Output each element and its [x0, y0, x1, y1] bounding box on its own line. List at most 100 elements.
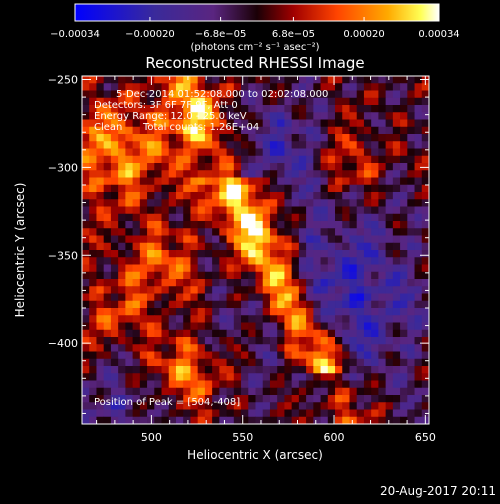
- heatmap-cell: [371, 105, 379, 113]
- heatmap-cell: [168, 250, 177, 258]
- heatmap-cell: [378, 221, 387, 229]
- heatmap-cell: [269, 337, 278, 345]
- heatmap-cell: [154, 373, 162, 381]
- heatmap-cell: [89, 387, 97, 396]
- heatmap-cell: [118, 206, 126, 215]
- heatmap-cell: [139, 409, 148, 418]
- heatmap-cell: [147, 322, 155, 331]
- heatmap-cell: [118, 192, 126, 200]
- heatmap-cell: [212, 134, 220, 142]
- heatmap-cell: [277, 134, 285, 142]
- heatmap-cell: [291, 293, 300, 302]
- footer-timestamp: 20-Aug-2017 20:11: [380, 484, 496, 498]
- heatmap-cell: [161, 134, 170, 142]
- heatmap-cell: [248, 409, 256, 418]
- heatmap-cell: [327, 148, 336, 157]
- heatmap-cell: [421, 119, 429, 128]
- heatmap-cell: [161, 170, 170, 178]
- heatmap-cell: [89, 242, 97, 251]
- heatmap-cell: [190, 351, 199, 360]
- heatmap-cell: [154, 409, 162, 418]
- heatmap-cell: [233, 416, 242, 424]
- heatmap-cell: [284, 322, 293, 331]
- heatmap-cell: [118, 163, 126, 171]
- heatmap-cell: [183, 97, 191, 106]
- heatmap-cell: [327, 380, 336, 389]
- heatmap-cell: [335, 257, 343, 265]
- heatmap-cell: [313, 250, 321, 258]
- heatmap-cell: [356, 221, 365, 229]
- heatmap-cell: [327, 409, 336, 418]
- heatmap-cell: [371, 163, 379, 171]
- heatmap-cell: [226, 416, 235, 424]
- heatmap-cell: [197, 358, 206, 367]
- heatmap-cell: [421, 192, 429, 200]
- heatmap-cell: [262, 366, 271, 374]
- heatmap-cell: [82, 337, 90, 345]
- heatmap-cell: [306, 119, 314, 128]
- heatmap-cell: [190, 141, 199, 149]
- heatmap-cell: [82, 344, 90, 352]
- heatmap-cell: [320, 141, 329, 149]
- heatmap-cell: [421, 163, 429, 171]
- heatmap-cell: [400, 250, 408, 258]
- heatmap-cell: [89, 395, 97, 403]
- heatmap-cell: [147, 380, 155, 389]
- heatmap-cell: [378, 228, 387, 236]
- heatmap-cell: [154, 242, 162, 251]
- heatmap-cell: [269, 271, 278, 280]
- heatmap-cell: [233, 380, 242, 389]
- heatmap-cell: [147, 184, 155, 193]
- heatmap-cell: [335, 83, 343, 91]
- heatmap-cell: [392, 257, 401, 265]
- heatmap-cell: [363, 395, 372, 403]
- plot-frame: [81, 75, 430, 425]
- heatmap-cell: [335, 112, 343, 120]
- heatmap-cell: [371, 387, 379, 396]
- heatmap-cell: [269, 300, 278, 309]
- heatmap-cell: [190, 300, 199, 309]
- heatmap-cell: [269, 148, 278, 157]
- heatmap-cell: [132, 409, 141, 418]
- heatmap-cell: [125, 242, 134, 251]
- heatmap-cell: [118, 250, 126, 258]
- heatmap-cell: [400, 279, 408, 287]
- heatmap-cell: [378, 250, 387, 258]
- heatmap-cell: [139, 163, 148, 171]
- heatmap-cell: [183, 358, 191, 367]
- heatmap-cell: [400, 373, 408, 381]
- heatmap-cell: [269, 293, 278, 302]
- heatmap-cell: [392, 90, 401, 99]
- x-tick-label: 650: [415, 431, 436, 444]
- heatmap-cell: [147, 228, 155, 236]
- heatmap-cell: [298, 344, 307, 352]
- heatmap-cell: [219, 300, 227, 309]
- heatmap-cell: [204, 97, 213, 106]
- heatmap-cell: [255, 126, 264, 135]
- heatmap-cell: [96, 155, 105, 164]
- heatmap-cell: [154, 300, 162, 309]
- heatmap-cell: [89, 112, 97, 120]
- heatmap-cell: [212, 308, 220, 316]
- heatmap-cell: [255, 206, 264, 215]
- heatmap-cell: [298, 250, 307, 258]
- heatmap-cell: [212, 322, 220, 331]
- heatmap-cell: [407, 141, 415, 149]
- heatmap-cell: [262, 134, 271, 142]
- heatmap-cell: [363, 221, 372, 229]
- heatmap-cell: [103, 416, 112, 424]
- heatmap-cell: [125, 105, 134, 113]
- heatmap-cell: [139, 221, 148, 229]
- y-tick-label: −250: [48, 74, 78, 87]
- heatmap-cell: [349, 271, 358, 280]
- heatmap-cell: [168, 126, 177, 135]
- heatmap-cell: [168, 76, 177, 84]
- heatmap-cell: [82, 366, 90, 374]
- heatmap-cell: [284, 83, 293, 91]
- heatmap-cell: [204, 402, 213, 410]
- heatmap-cell: [327, 97, 336, 106]
- heatmap-cell: [96, 358, 105, 367]
- heatmap-cell: [262, 395, 271, 403]
- heatmap-cell: [132, 112, 141, 120]
- heatmap-cell: [154, 148, 162, 157]
